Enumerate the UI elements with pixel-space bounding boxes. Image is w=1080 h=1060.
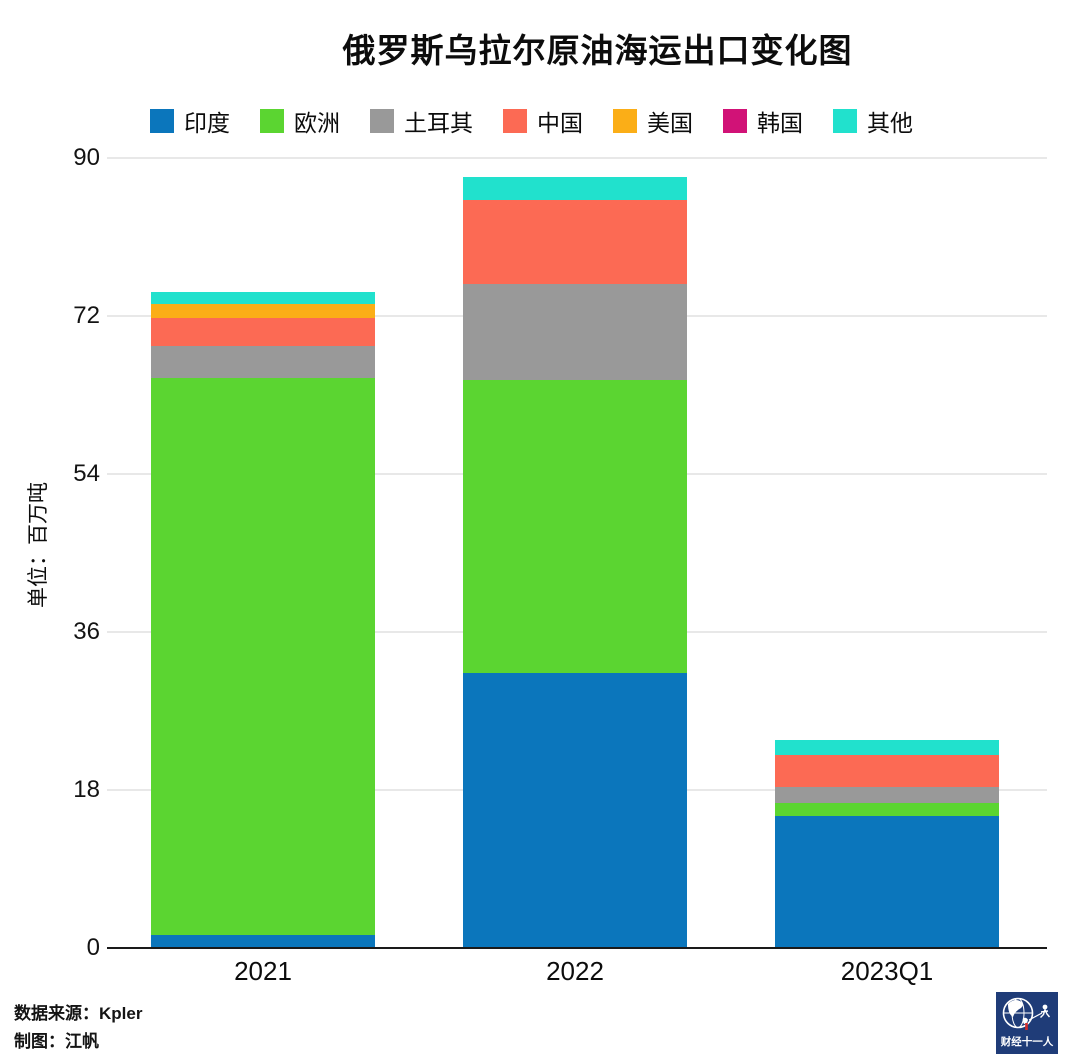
legend-label-india: 印度 bbox=[184, 110, 230, 136]
legend-item-turkey: 土耳其 bbox=[370, 104, 473, 138]
legend-swatch-china bbox=[503, 109, 527, 133]
y-tick-label-72: 72 bbox=[73, 302, 100, 329]
runner-icon bbox=[1028, 1004, 1051, 1021]
legend-label-usa: 美国 bbox=[647, 110, 693, 136]
bar-2021-segment-india bbox=[151, 934, 375, 948]
x-tick-label-2021: 2021 bbox=[234, 956, 292, 986]
gridline-y-90 bbox=[107, 157, 1047, 159]
legend-label-europe: 欧洲 bbox=[294, 110, 340, 136]
y-axis-title: 单位：百万吨 bbox=[27, 482, 50, 608]
legend-label-korea: 韩国 bbox=[757, 110, 803, 136]
data-source-text: 数据来源：Kpler bbox=[14, 1004, 143, 1023]
bar-2022-segment-turkey bbox=[463, 284, 687, 381]
y-tick-label-18: 18 bbox=[73, 776, 100, 803]
legend-label-turkey: 土耳其 bbox=[404, 110, 473, 136]
legend-item-others: 其他 bbox=[833, 104, 913, 138]
logo-red-mark bbox=[1025, 1023, 1028, 1030]
bar-2021-segment-china bbox=[151, 317, 375, 346]
bar-2021-segment-others bbox=[151, 292, 375, 304]
chart-credit-text: 制图：江帆 bbox=[14, 1032, 99, 1051]
bar-2021-segment-usa bbox=[151, 303, 375, 318]
y-tick-label-90: 90 bbox=[73, 144, 100, 171]
bar-2021-segment-europe bbox=[151, 378, 375, 935]
publisher-logo-graphic: 财经十一人 bbox=[996, 992, 1058, 1054]
legend-swatch-korea bbox=[723, 109, 747, 133]
bar-2023Q1-segment-china bbox=[775, 754, 999, 787]
legend-swatch-india bbox=[150, 109, 174, 133]
x-tick-label-2022: 2022 bbox=[546, 956, 604, 986]
bar-2022-segment-india bbox=[463, 673, 687, 948]
x-tick-label-2023Q1: 2023Q1 bbox=[840, 956, 934, 986]
bar-2023Q1-segment-europe bbox=[775, 803, 999, 817]
legend-item-europe: 欧洲 bbox=[260, 104, 340, 138]
legend-item-india: 印度 bbox=[150, 104, 230, 138]
legend-swatch-turkey bbox=[370, 109, 394, 133]
bar-2021 bbox=[151, 292, 375, 948]
bar-2022-segment-europe bbox=[463, 380, 687, 674]
bar-2023Q1-segment-turkey bbox=[775, 786, 999, 804]
y-tick-label-0: 0 bbox=[86, 934, 100, 961]
legend-swatch-usa bbox=[613, 109, 637, 133]
bar-2023Q1-segment-others bbox=[775, 740, 999, 755]
bar-2023Q1-segment-india bbox=[775, 816, 999, 948]
globe-icon bbox=[1002, 997, 1034, 1029]
bar-2022-segment-others bbox=[463, 177, 687, 201]
legend-item-usa: 美国 bbox=[613, 104, 693, 138]
x-axis-line bbox=[107, 947, 1047, 949]
legend-item-china: 中国 bbox=[503, 104, 583, 138]
y-tick-label-54: 54 bbox=[73, 460, 100, 487]
y-tick-label-36: 36 bbox=[73, 618, 100, 645]
legend-label-others: 其他 bbox=[867, 110, 913, 136]
legend-item-korea: 韩国 bbox=[723, 104, 803, 138]
publisher-logo: 财经十一人 bbox=[996, 992, 1058, 1054]
bar-2021-segment-turkey bbox=[151, 345, 375, 379]
logo-text: 财经十一人 bbox=[1000, 1035, 1054, 1048]
legend-swatch-europe bbox=[260, 109, 284, 133]
chart-title: 俄罗斯乌拉尔原油海运出口变化图 bbox=[342, 32, 853, 69]
legend-swatch-others bbox=[833, 109, 857, 133]
bar-2023Q1 bbox=[775, 740, 999, 948]
bar-2022-segment-china bbox=[463, 200, 687, 285]
legend-label-china: 中国 bbox=[537, 110, 583, 136]
legend: 印度 欧洲 土耳其 中国 美国 韩国 其他 bbox=[150, 104, 913, 138]
bar-2022 bbox=[463, 177, 687, 948]
